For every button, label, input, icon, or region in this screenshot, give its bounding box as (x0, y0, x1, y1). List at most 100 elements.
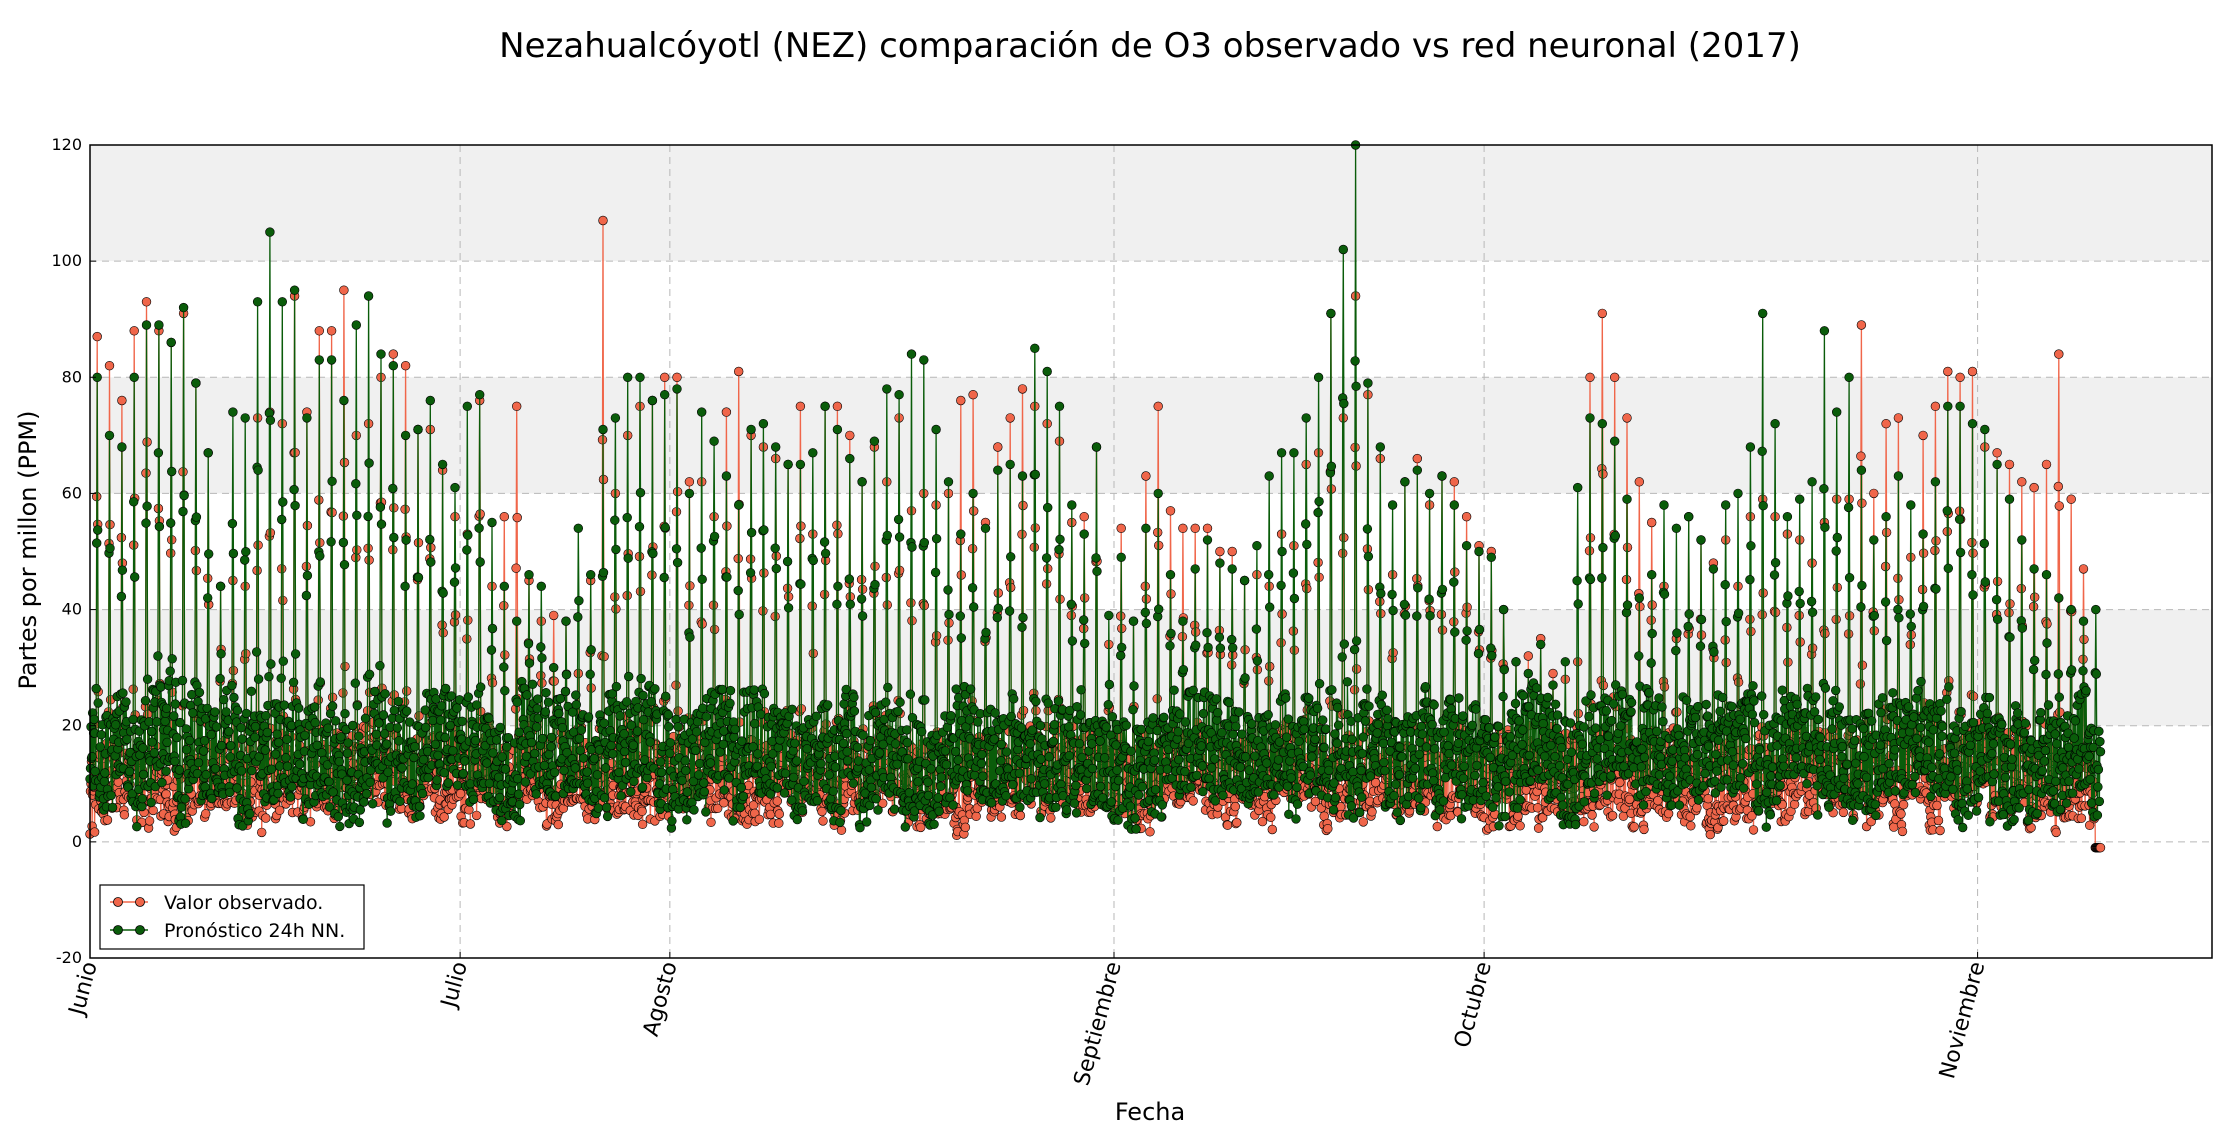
forecast-point (191, 512, 202, 522)
forecast-point (445, 720, 455, 731)
forecast-point (368, 799, 378, 809)
forecast-point (156, 682, 166, 692)
forecast-point (610, 515, 620, 525)
forecast-point (536, 581, 546, 591)
forecast-point (326, 355, 337, 365)
forecast-point (435, 715, 446, 725)
observed-point (1153, 401, 1163, 411)
forecast-point (170, 756, 180, 767)
forecast-point (512, 697, 522, 707)
observed-point (2029, 482, 2039, 493)
forecast-point (203, 448, 213, 458)
forecast-point (327, 701, 338, 711)
forecast-point (592, 770, 603, 780)
observed-point (511, 401, 522, 411)
forecast-point (561, 616, 571, 626)
forecast-point (161, 766, 171, 776)
forecast-point (381, 739, 392, 749)
observed-point (1881, 419, 1891, 429)
observed-point (141, 297, 152, 307)
forecast-point (400, 430, 411, 441)
forecast-point (301, 590, 312, 601)
forecast-point (317, 748, 327, 758)
forecast-point (287, 781, 297, 792)
forecast-point (487, 623, 498, 634)
observed-point (104, 361, 115, 371)
observed-point (455, 788, 466, 799)
observed-point (2004, 459, 2015, 470)
forecast-point (315, 551, 325, 561)
forecast-point (462, 401, 472, 411)
forecast-point (585, 669, 595, 679)
forecast-point (532, 694, 543, 704)
forecast-point (167, 466, 177, 477)
forecast-point (106, 790, 116, 800)
observed-point (1005, 413, 1015, 423)
forecast-point (129, 372, 139, 382)
forecast-point (443, 778, 453, 788)
forecast-point (389, 532, 399, 543)
forecast-point (527, 679, 538, 689)
forecast-point (463, 692, 473, 702)
observed-point (1523, 651, 1534, 661)
observed-point (1955, 372, 1965, 382)
forecast-point (423, 772, 433, 783)
forecast-point (548, 662, 559, 673)
observed-point (1935, 825, 1945, 836)
forecast-point (154, 320, 164, 330)
forecast-point (598, 567, 609, 578)
forecast-point (99, 776, 110, 787)
forecast-point (460, 756, 470, 766)
forecast-point (281, 753, 291, 763)
forecast-point (441, 683, 451, 694)
forecast-point (546, 741, 556, 752)
observed-point (817, 806, 827, 817)
forecast-point (532, 703, 542, 714)
forecast-point (388, 483, 398, 494)
forecast-point (162, 737, 172, 748)
observed-point (971, 811, 981, 821)
forecast-point (487, 517, 497, 528)
forecast-point (486, 645, 497, 655)
forecast-point (418, 754, 429, 765)
observed-point (1432, 821, 1443, 832)
forecast-point (471, 700, 482, 710)
background-band (90, 145, 2212, 262)
forecast-point (626, 786, 636, 797)
observed-point (1893, 413, 1904, 423)
forecast-point (539, 760, 550, 771)
observed-point (1323, 823, 1333, 834)
forecast-point (250, 721, 261, 732)
forecast-point (290, 649, 301, 659)
observed-point (1202, 523, 1213, 533)
forecast-point (515, 815, 525, 826)
forecast-point (446, 691, 457, 701)
forecast-point (295, 759, 305, 769)
observed-point (733, 366, 744, 377)
observed-point (1532, 803, 1543, 813)
forecast-point (511, 616, 522, 626)
forecast-point (282, 761, 293, 771)
forecast-point (288, 677, 299, 687)
forecast-point (413, 424, 423, 435)
forecast-point (400, 581, 410, 591)
observed-point (553, 819, 563, 830)
forecast-point (623, 553, 633, 563)
forecast-point (279, 700, 289, 710)
forecast-point (499, 662, 509, 672)
forecast-point (585, 569, 596, 580)
forecast-point (194, 687, 205, 698)
forecast-point (141, 518, 151, 528)
forecast-point (226, 740, 236, 751)
forecast-point (266, 764, 277, 774)
observed-point (818, 816, 828, 826)
forecast-point (352, 700, 362, 711)
forecast-point (178, 506, 188, 517)
forecast-point (571, 699, 581, 710)
forecast-point (157, 777, 167, 788)
forecast-point (549, 767, 560, 778)
observed-point (1412, 453, 1423, 464)
forecast-point (554, 708, 564, 719)
observed-point (774, 809, 784, 819)
observed-point (1188, 796, 1198, 806)
